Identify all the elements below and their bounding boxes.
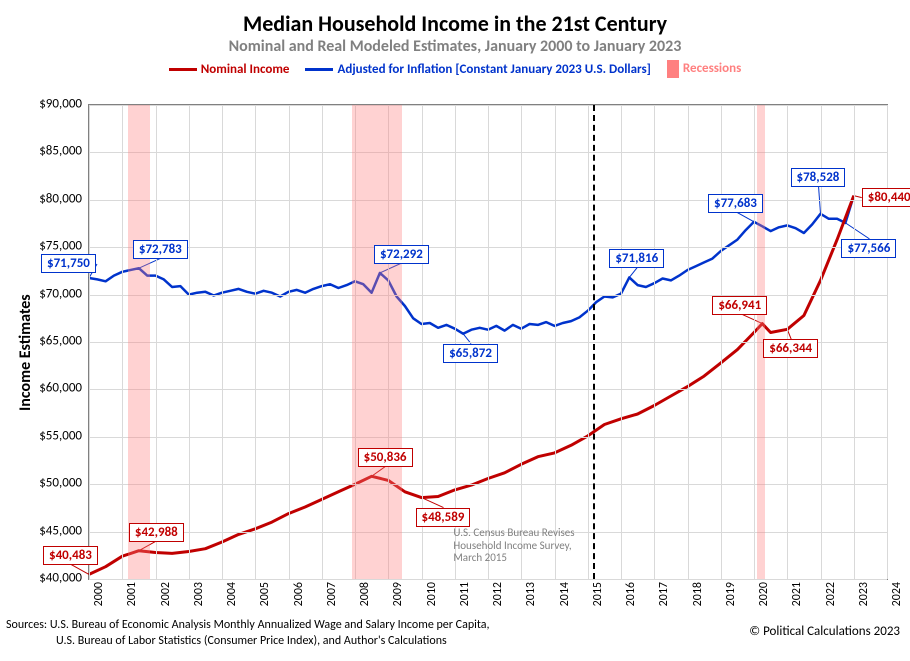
x-tick-label: 2022 xyxy=(824,582,838,606)
legend-bar-swatch xyxy=(667,60,679,78)
legend-line-swatch xyxy=(305,68,333,71)
gridline-v xyxy=(89,105,90,579)
x-tick-label: 2011 xyxy=(458,582,472,606)
y-tick-label: $50,000 xyxy=(0,476,82,491)
real-callout: $78,528 xyxy=(791,168,846,187)
real-callout: $72,783 xyxy=(133,240,188,259)
real-callout: $71,750 xyxy=(41,254,96,273)
gridline-v xyxy=(621,105,622,579)
gridline-v xyxy=(255,105,256,579)
footer-line-2: U.S. Bureau of Labor Statistics (Consume… xyxy=(56,634,447,648)
y-tick-label: $80,000 xyxy=(0,191,82,206)
x-tick-label: 2020 xyxy=(757,582,771,606)
real-callout: $77,566 xyxy=(841,239,896,258)
real-callout: $65,872 xyxy=(443,344,498,363)
x-tick-label: 2006 xyxy=(292,582,306,606)
chart-subtitle: Nominal and Real Modeled Estimates, Janu… xyxy=(0,37,910,56)
x-tick-label: 2018 xyxy=(691,582,705,606)
nominal-callout: $66,941 xyxy=(712,296,767,315)
real-callout-leader xyxy=(736,212,754,222)
nominal-callout-leader xyxy=(422,498,444,508)
gridline-v xyxy=(654,105,655,579)
real-callout: $72,292 xyxy=(374,245,429,264)
nominal-callout: $66,344 xyxy=(763,339,818,358)
x-tick-label: 2015 xyxy=(591,582,605,606)
gridline-v xyxy=(555,105,556,579)
recession-band xyxy=(352,105,402,579)
x-tick-label: 2014 xyxy=(558,582,572,606)
y-tick-label: $65,000 xyxy=(0,334,82,349)
gridline-v xyxy=(289,105,290,579)
chart-title: Median Household Income in the 21st Cent… xyxy=(0,0,910,37)
y-tick-label: $90,000 xyxy=(0,97,82,112)
x-tick-label: 2008 xyxy=(358,582,372,606)
x-tick-label: 2016 xyxy=(624,582,638,606)
nominal-callout: $40,483 xyxy=(43,546,98,565)
chart-container: Median Household Income in the 21st Cent… xyxy=(0,0,910,661)
recession-band xyxy=(128,105,150,579)
gridline-v xyxy=(588,105,589,579)
x-tick-label: 2009 xyxy=(391,582,405,606)
y-tick-label: $45,000 xyxy=(0,523,82,538)
copyright: © Political Calculations 2023 xyxy=(749,624,900,639)
gridline-v xyxy=(688,105,689,579)
x-tick-label: 2001 xyxy=(125,582,139,606)
gridline-v xyxy=(122,105,123,579)
x-tick-label: 2021 xyxy=(790,582,804,606)
y-tick-label: $60,000 xyxy=(0,381,82,396)
gridline-v xyxy=(156,105,157,579)
footer-line-1: Sources: U.S. Bureau of Economic Analysi… xyxy=(6,618,490,632)
legend-label: Recessions xyxy=(683,61,741,76)
x-tick-label: 2004 xyxy=(225,582,239,606)
chart-legend: Nominal Income Adjusted for Inflation [Co… xyxy=(0,60,910,78)
real-callout: $77,683 xyxy=(708,194,763,213)
x-tick-label: 2005 xyxy=(258,582,272,606)
y-tick-label: $40,000 xyxy=(0,571,82,586)
legend-item: Recessions xyxy=(667,60,741,78)
real-callout: $71,816 xyxy=(609,249,664,268)
y-tick-label: $75,000 xyxy=(0,239,82,254)
plot-area: U.S. Census Bureau RevisesHousehold Inco… xyxy=(88,104,888,580)
census-revision-note: U.S. Census Bureau RevisesHousehold Inco… xyxy=(453,527,574,565)
x-tick-label: 2007 xyxy=(325,582,339,606)
y-tick-label: $85,000 xyxy=(0,144,82,159)
x-tick-label: 2013 xyxy=(524,582,538,606)
gridline-v xyxy=(222,105,223,579)
legend-label: Nominal Income xyxy=(201,62,290,77)
census-revision-vline xyxy=(593,105,595,579)
x-tick-label: 2003 xyxy=(192,582,206,606)
nominal-callout: $50,836 xyxy=(358,448,413,467)
real-callout-leader xyxy=(629,267,637,277)
nominal-callout: $48,589 xyxy=(416,508,471,527)
gridline-v xyxy=(488,105,489,579)
nominal-callout: $42,988 xyxy=(129,523,184,542)
gridline-v xyxy=(887,105,888,579)
x-tick-label: 2017 xyxy=(657,582,671,606)
x-tick-label: 2010 xyxy=(425,582,439,606)
nominal-income-line xyxy=(89,196,854,575)
gridline-h xyxy=(89,579,887,580)
x-tick-label: 2000 xyxy=(92,582,106,606)
gridline-v xyxy=(521,105,522,579)
gridline-v xyxy=(189,105,190,579)
y-tick-label: $55,000 xyxy=(0,428,82,443)
gridline-v xyxy=(854,105,855,579)
legend-item: Nominal Income xyxy=(169,62,290,77)
gridline-v xyxy=(721,105,722,579)
x-tick-label: 2019 xyxy=(724,582,738,606)
legend-label: Adjusted for Inflation [Constant January… xyxy=(337,62,650,77)
x-tick-label: 2002 xyxy=(159,582,173,606)
y-axis-title: Income Estimates xyxy=(16,294,35,411)
x-tick-label: 2023 xyxy=(857,582,871,606)
y-tick-label: $70,000 xyxy=(0,286,82,301)
x-tick-label: 2024 xyxy=(890,582,904,606)
real-callout-leader xyxy=(845,223,869,239)
legend-item: Adjusted for Inflation [Constant January… xyxy=(305,62,650,77)
x-tick-label: 2012 xyxy=(491,582,505,606)
gridline-v xyxy=(322,105,323,579)
legend-line-swatch xyxy=(169,68,197,71)
nominal-callout: $80,440 xyxy=(862,188,910,207)
gridline-v xyxy=(754,105,755,579)
